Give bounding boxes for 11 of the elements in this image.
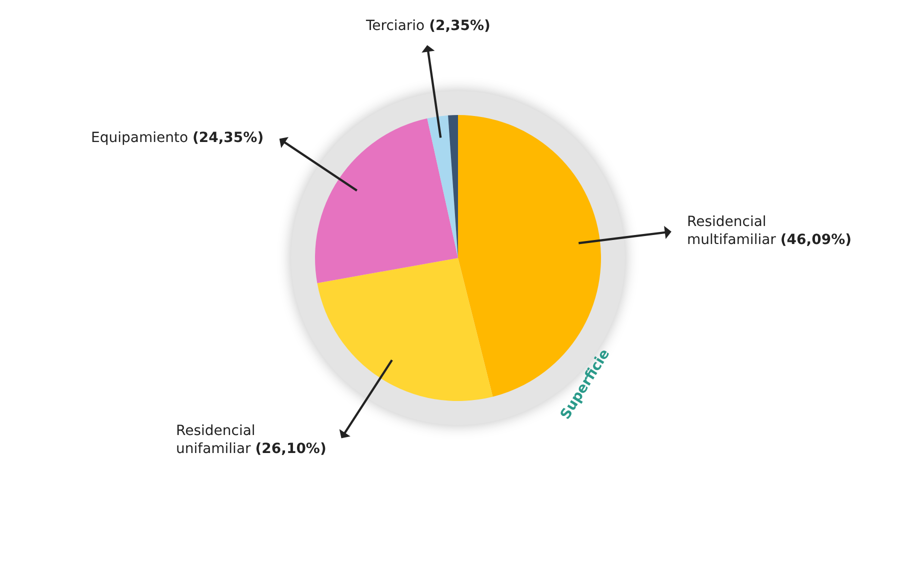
pie-slice bbox=[427, 115, 458, 258]
slice-label: Terciario bbox=[366, 18, 425, 34]
data-label: (24,35%) bbox=[192, 130, 264, 146]
pie-slice bbox=[315, 118, 458, 284]
slice-label: Residencial multifamiliar bbox=[687, 214, 776, 248]
slice-label: Residencial unifamiliar bbox=[176, 423, 256, 458]
data-label: (46,09%) bbox=[780, 232, 852, 248]
data-label: (26,10%) bbox=[255, 441, 326, 458]
pie-slice bbox=[317, 258, 493, 401]
data-label: (2,35%) bbox=[429, 18, 490, 34]
slice-label: Equipamiento bbox=[91, 130, 188, 146]
